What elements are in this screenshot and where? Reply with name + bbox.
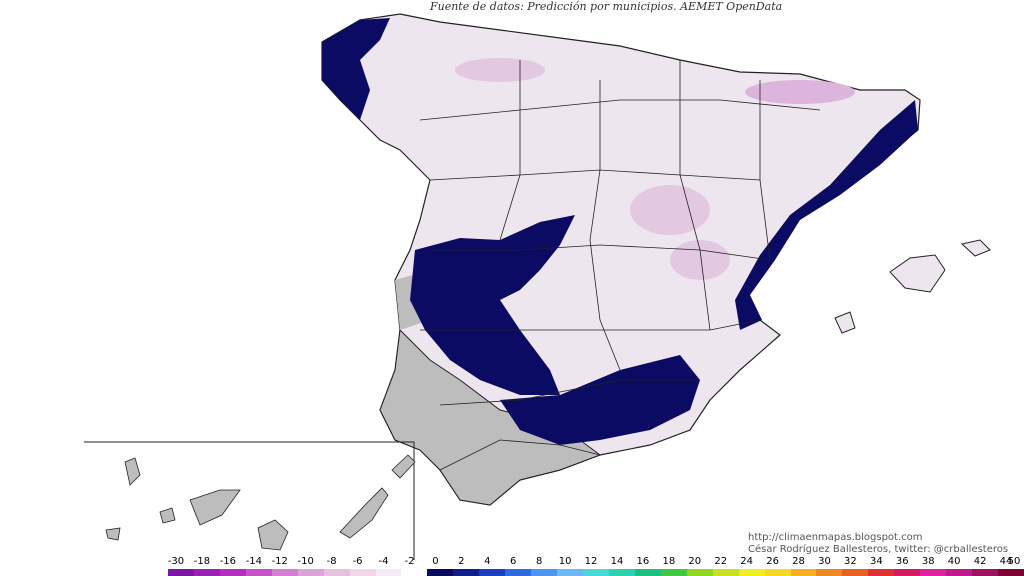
legend-label: 18 [662, 556, 676, 567]
region-near-zero-east-coast [735, 100, 918, 330]
legend-swatch [712, 569, 739, 576]
legend-swatch [946, 569, 973, 576]
legend-label: 28 [792, 556, 805, 567]
legend-label: 32 [844, 556, 857, 567]
legend-swatch [608, 569, 635, 576]
region-frost-pyrenees [745, 80, 855, 104]
legend-label: 4 [484, 556, 491, 567]
legend-labels: -30 -18 -16 -14 -12 -10 -8 -6 -4 -2 0 2 4 6 8 10 12 14 16 1… [168, 556, 1024, 568]
legend-label: 30 [818, 556, 831, 567]
legend-swatch [193, 569, 220, 576]
legend-label: 16 [636, 556, 650, 567]
legend-label: -16 [219, 556, 237, 567]
legend-label: 0 [432, 556, 439, 567]
province-borders [419, 60, 821, 471]
data-source-note: Fuente de datos: Predicción por municipi… [430, 0, 783, 13]
region-frost-cantabria [455, 58, 545, 82]
legend-swatch [245, 569, 272, 576]
legend-label: -18 [193, 556, 211, 567]
island-gran-canaria [257, 519, 289, 551]
island-gomera [159, 507, 176, 524]
legend-label: 2 [458, 556, 465, 567]
legend-swatch [505, 569, 532, 576]
legend-swatch [686, 569, 713, 576]
legend-swatch [634, 569, 661, 576]
legend-label: -30 [167, 556, 185, 567]
island-fuerteventura [339, 487, 389, 539]
island-tenerife [189, 489, 241, 526]
legend-swatch [738, 569, 765, 576]
legend-swatch [168, 569, 194, 576]
legend-swatch [219, 569, 246, 576]
region-near-zero-andalucia [500, 355, 700, 445]
legend-label: 42 [973, 556, 987, 567]
legend-label: 50 [1007, 556, 1021, 567]
legend-label: 10 [558, 556, 572, 567]
legend-swatch [816, 569, 843, 576]
legend-label: -12 [271, 556, 288, 567]
legend-swatch [842, 569, 869, 576]
legend-swatch [375, 569, 402, 576]
island-la-palma [124, 457, 141, 486]
legend-label: -2 [404, 556, 415, 567]
legend-swatch [660, 569, 687, 576]
region-near-zero-extremadura [410, 215, 575, 395]
island-mallorca [889, 254, 946, 293]
legend-swatch [297, 569, 324, 576]
legend-swatch [972, 569, 998, 576]
legend-swatch [583, 569, 609, 576]
island-hierro [105, 527, 121, 541]
legend-swatch [271, 569, 298, 576]
credit-author: César Rodríguez Ballesteros, twitter: @c… [748, 544, 1009, 555]
legend-label: 38 [921, 556, 935, 567]
island-menorca [960, 239, 991, 257]
canary-inset-frame [84, 441, 415, 560]
legend-label: -8 [326, 556, 337, 567]
legend-label: 20 [688, 556, 702, 567]
legend-swatch [531, 569, 558, 576]
region-frost-teruel [670, 240, 730, 280]
legend-label: 36 [895, 556, 909, 567]
legend-label: -10 [297, 556, 314, 567]
legend-label: -14 [245, 556, 262, 567]
legend-swatch [868, 569, 895, 576]
legend-swatch [479, 569, 506, 576]
credit-url[interactable]: http://climaenmapas.blogspot.com [748, 532, 923, 543]
legend-swatch [453, 569, 480, 576]
legend-label: 12 [584, 556, 598, 567]
iberian-peninsula [321, 13, 921, 506]
region-near-zero-galicia [322, 18, 390, 120]
legend-label: 26 [766, 556, 779, 567]
legend-color-bar [168, 569, 1024, 576]
legend-swatch [998, 569, 1024, 576]
legend-label: 44 [999, 556, 1013, 567]
credits: http://climaenmapas.blogspot.com César R… [748, 532, 1008, 556]
island-lanzarote [391, 454, 416, 479]
legend-swatch [401, 569, 428, 576]
legend-label: 40 [947, 556, 961, 567]
legend-label: 14 [610, 556, 624, 567]
legend-swatch [894, 569, 921, 576]
legend-swatch [323, 569, 350, 576]
legend-label: -4 [378, 556, 389, 567]
island-ibiza [834, 311, 856, 334]
legend-swatch [920, 569, 947, 576]
legend-label: 22 [714, 556, 728, 567]
legend-label: 6 [510, 556, 517, 567]
legend-swatch [349, 569, 376, 576]
legend-label: -6 [352, 556, 363, 567]
legend-swatch [557, 569, 583, 576]
legend-label: 34 [869, 556, 883, 567]
region-frost-iberico [630, 185, 710, 235]
legend-label: 24 [740, 556, 754, 567]
region-no-data-southwest [379, 328, 602, 506]
legend-label: 8 [535, 556, 543, 567]
legend-swatch [427, 569, 454, 576]
legend-swatch [764, 569, 791, 576]
legend-swatch [790, 569, 817, 576]
